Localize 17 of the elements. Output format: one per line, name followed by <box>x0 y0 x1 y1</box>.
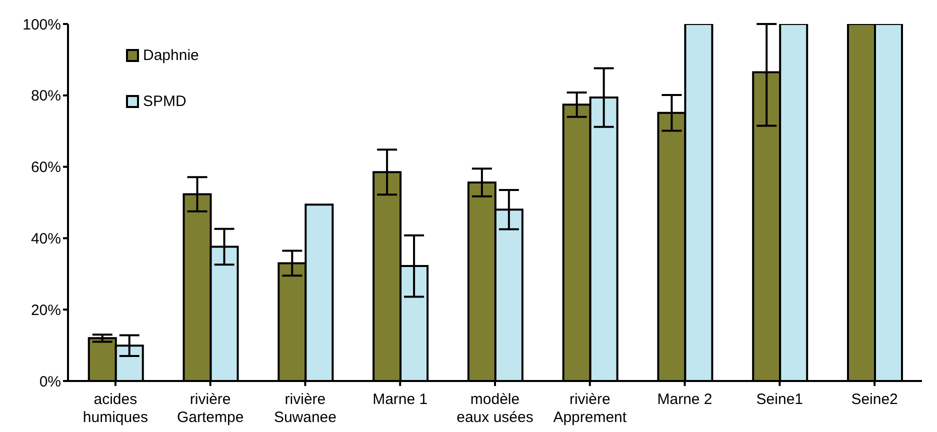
y-tick-label: 20% <box>30 302 61 319</box>
x-tick-label: Marne 1 <box>372 391 428 408</box>
x-tick-label: rivière Gartempe <box>176 391 244 426</box>
x-tick-label: acides humiques <box>82 391 148 426</box>
x-tick-label: rivière Apprement <box>553 391 628 426</box>
x-tick-label: Marne 2 <box>657 391 712 408</box>
y-tick-label: 60% <box>30 159 61 176</box>
legend-label: SPMD <box>143 92 186 110</box>
y-tick-label: 100% <box>22 16 61 34</box>
x-tick-label: Seine2 <box>851 391 898 408</box>
y-tick-label: 80% <box>30 88 61 105</box>
legend-label: Daphnie <box>143 46 199 64</box>
x-tick-label: Seine1 <box>756 391 804 408</box>
x-tick-label: modèle eaux usées <box>456 391 534 426</box>
y-tick-label: 40% <box>30 230 61 248</box>
y-tick-label: 0% <box>39 373 61 390</box>
x-tick-label: rivière Suwanee <box>274 391 337 426</box>
